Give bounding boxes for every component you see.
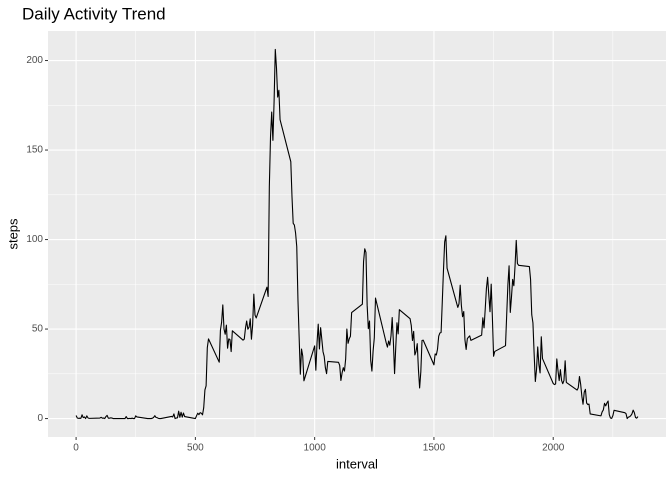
chart-title: Daily Activity Trend — [22, 4, 166, 23]
panel — [48, 31, 666, 437]
line — [75, 48, 639, 420]
x-tick-label: 1000 — [304, 443, 327, 454]
y-tick-label: 100 — [26, 234, 43, 245]
y-tick-label: 200 — [26, 55, 43, 66]
y-tick-label: 0 — [37, 413, 43, 424]
y-tick-label: 50 — [32, 324, 44, 335]
x-tick-label: 500 — [187, 443, 204, 454]
x-tick-label: 2000 — [542, 443, 565, 454]
x-tick-label: 0 — [73, 443, 79, 454]
x-tick-label: 1500 — [423, 443, 446, 454]
x-axis-label: interval — [336, 456, 378, 471]
y-tick-label: 150 — [26, 145, 43, 156]
y-axis-label: steps — [5, 218, 20, 250]
